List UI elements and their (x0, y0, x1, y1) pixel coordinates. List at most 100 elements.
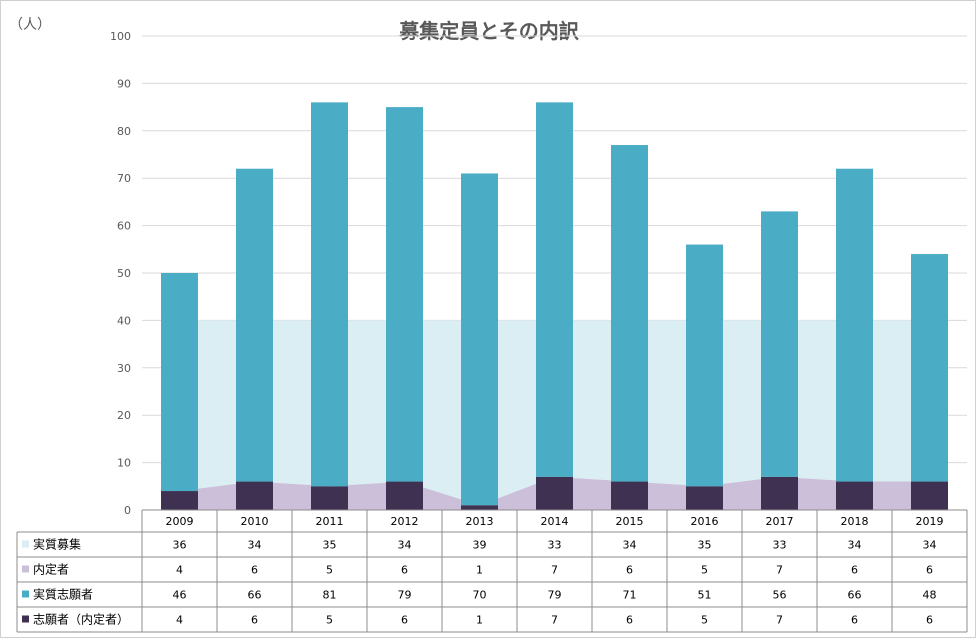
y-tick-label: 0 (124, 504, 131, 517)
table-cell: 79 (398, 589, 412, 602)
x-tick-label: 2009 (166, 515, 194, 528)
y-tick-label: 100 (110, 30, 131, 43)
bar (386, 107, 423, 482)
table-cell: 56 (773, 589, 787, 602)
table-cell: 4 (176, 614, 183, 627)
table-cell: 81 (323, 589, 337, 602)
table-cell: 5 (326, 614, 333, 627)
table-cell: 71 (623, 589, 637, 602)
table-cell: 6 (401, 564, 408, 577)
x-tick-label: 2019 (916, 515, 944, 528)
x-tick-label: 2011 (316, 515, 344, 528)
table-cell: 1 (476, 614, 483, 627)
table-cell: 79 (548, 589, 562, 602)
bar (686, 486, 723, 510)
table-cell: 6 (851, 564, 858, 577)
table-cell: 6 (626, 564, 633, 577)
bar (161, 273, 198, 492)
bar (836, 168, 873, 482)
bar (761, 211, 798, 477)
table-cell: 6 (926, 564, 933, 577)
x-tick-label: 2012 (391, 515, 419, 528)
legend-swatch (22, 540, 29, 548)
y-tick-label: 20 (117, 409, 131, 422)
bar (311, 102, 348, 487)
table-cell: 33 (773, 539, 787, 552)
table-cell: 6 (251, 614, 258, 627)
bar (161, 491, 198, 510)
bar (386, 481, 423, 510)
x-tick-label: 2010 (241, 515, 269, 528)
table-cell: 34 (623, 539, 637, 552)
table-cell: 7 (551, 564, 558, 577)
table-cell: 51 (698, 589, 712, 602)
legend-label: 実質募集 (33, 537, 81, 552)
table-cell: 6 (926, 614, 933, 627)
table-cell: 1 (476, 564, 483, 577)
table-cell: 34 (248, 539, 262, 552)
bar (611, 145, 648, 482)
bar (836, 481, 873, 510)
bar (536, 476, 573, 510)
bar (911, 481, 948, 510)
y-tick-label: 30 (117, 362, 131, 375)
chart-title: 募集定員とその内訳 (398, 19, 579, 43)
table-cell: 6 (251, 564, 258, 577)
bar (761, 476, 798, 510)
data-table: 2009 2010 2011 2012 2013 2014 2015 2016 2017 2018… (16, 509, 968, 633)
y-tick-labels: 0 10 20 30 40 50 60 70 80 90 100 (110, 30, 131, 517)
bar (611, 481, 648, 510)
y-tick-label: 40 (117, 314, 131, 327)
table-cell: 48 (923, 589, 937, 602)
y-tick-label: 80 (117, 125, 131, 138)
bar (461, 505, 498, 510)
legend-label: 内定者 (33, 562, 69, 577)
table-cell: 34 (398, 539, 412, 552)
x-tick-label: 2013 (466, 515, 494, 528)
table-cell: 5 (701, 564, 708, 577)
legend-swatch (22, 615, 29, 623)
table-cell: 7 (776, 564, 783, 577)
x-tick-label: 2015 (616, 515, 644, 528)
bar (461, 173, 498, 506)
table-cell: 4 (176, 564, 183, 577)
x-tick-label: 2018 (841, 515, 869, 528)
table-cell: 34 (848, 539, 862, 552)
bar-series (161, 102, 948, 510)
bar (236, 481, 273, 510)
table-cell: 6 (626, 614, 633, 627)
table-cell: 7 (776, 614, 783, 627)
table-cell: 46 (173, 589, 187, 602)
table-cell: 6 (851, 614, 858, 627)
table-cell: 66 (248, 589, 262, 602)
legend-swatch (22, 590, 29, 598)
table-cell: 66 (848, 589, 862, 602)
y-tick-label: 60 (117, 220, 131, 233)
table-cell: 5 (701, 614, 708, 627)
y-tick-label: 50 (117, 267, 131, 280)
legend-swatch (22, 565, 29, 573)
table-cell: 34 (923, 539, 937, 552)
table-cell: 70 (473, 589, 487, 602)
bar (311, 486, 348, 510)
x-tick-label: 2016 (691, 515, 719, 528)
y-tick-label: 70 (117, 172, 131, 185)
y-axis-unit-label: （人） (9, 17, 51, 33)
y-tick-label: 90 (117, 77, 131, 90)
table-cell: 35 (323, 539, 337, 552)
x-tick-label: 2014 (541, 515, 569, 528)
bar (236, 168, 273, 482)
y-tick-label: 10 (117, 457, 131, 470)
bar (911, 254, 948, 482)
table-cell: 36 (173, 539, 187, 552)
legend-label: 実質志願者 (33, 587, 93, 602)
table-cell: 33 (548, 539, 562, 552)
table-cell: 5 (326, 564, 333, 577)
table-cell: 35 (698, 539, 712, 552)
bar (686, 244, 723, 487)
table-cell: 7 (551, 614, 558, 627)
x-tick-label: 2017 (766, 515, 794, 528)
bar (536, 102, 573, 477)
legend-label: 志願者（内定者） (33, 612, 129, 627)
